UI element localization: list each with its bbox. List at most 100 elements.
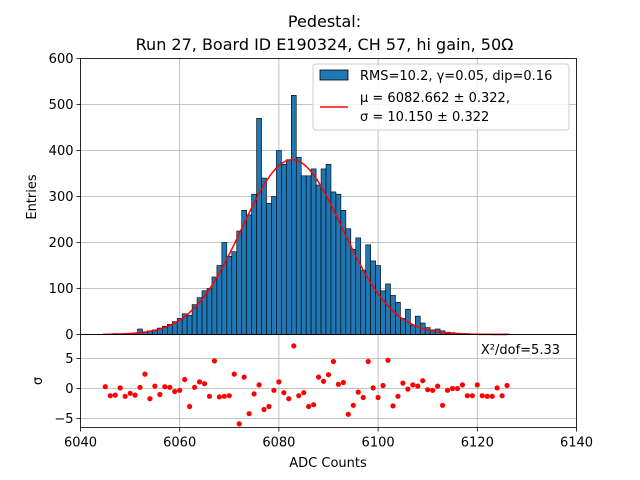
residual-frame: [80, 334, 577, 428]
residual-point: [330, 358, 337, 365]
histogram-bar: [375, 265, 381, 335]
residual-point: [301, 390, 307, 396]
histogram-bar: [206, 288, 213, 335]
histogram-y-tick-label: 500: [49, 98, 74, 113]
legend-fit-label-line2: σ = 10.150 ± 0.322: [360, 110, 489, 125]
legend-box: [312, 63, 570, 131]
legend-hist-label: RMS=10.2, γ=0.05, dip=0.16: [360, 69, 552, 84]
residual-point: [167, 384, 173, 390]
residual-point: [504, 382, 510, 389]
residual-point: [177, 387, 183, 393]
histogram-bar: [246, 214, 252, 335]
residual-point: [236, 421, 242, 427]
residual-point: [335, 381, 342, 387]
residual-point: [390, 403, 396, 409]
histogram-bar: [350, 249, 357, 335]
histogram-bar: [370, 260, 376, 335]
histogram-bar: [315, 184, 322, 335]
residual-point: [221, 393, 227, 399]
histogram-bar: [186, 314, 193, 335]
histogram-bar: [236, 230, 243, 335]
histogram-bar: [266, 203, 272, 335]
residual-point: [430, 387, 436, 393]
legend: RMS=10.2, γ=0.05, dip=0.16 μ = 6082.662 …: [312, 63, 570, 131]
histogram-bar: [365, 244, 371, 335]
histogram-bar: [395, 301, 401, 335]
histogram-bar: [290, 95, 297, 335]
residual-y-tick-label: 5: [65, 352, 73, 367]
histogram-bar: [221, 242, 228, 335]
histogram-bar: [241, 210, 247, 335]
residual-point: [395, 393, 401, 399]
residual-point: [201, 381, 208, 387]
histogram-bar: [286, 159, 292, 335]
residual-point: [261, 406, 267, 413]
residual-point: [152, 383, 158, 389]
histogram-y-ticks: 0 100 200 300 400 500 600: [49, 52, 81, 343]
residual-points: [102, 343, 510, 427]
residual-point: [469, 393, 475, 399]
residual-point: [454, 385, 461, 392]
histogram-bar: [271, 196, 277, 335]
residual-point: [271, 387, 277, 393]
residual-x-ticks: 6040 6060 6080 6100 6120 6140: [64, 427, 593, 451]
histogram-y-tick-label: 0: [65, 328, 73, 343]
residual-point: [365, 358, 371, 365]
residual-point: [375, 394, 381, 401]
residual-point: [320, 378, 327, 384]
histogram-bar: [355, 237, 362, 335]
residual-point: [162, 384, 168, 390]
residual-point: [311, 402, 317, 408]
residual-point: [360, 394, 366, 401]
residual-point: [127, 390, 133, 396]
histogram-y-tick-label: 200: [49, 236, 74, 251]
histogram-bars: [102, 95, 510, 335]
residual-point: [415, 383, 421, 389]
x-tick-label: 6040: [64, 436, 97, 451]
residual-point: [142, 371, 148, 377]
residual-point: [400, 380, 406, 386]
residual-point: [291, 343, 297, 349]
residual-point: [191, 384, 198, 390]
histogram-y-tick-label: 600: [49, 52, 74, 67]
residual-point: [137, 384, 143, 390]
histogram-bar: [276, 150, 282, 335]
histogram-bar: [410, 324, 416, 335]
x-tick-label: 6120: [461, 436, 494, 451]
residual-point: [420, 378, 426, 384]
histogram-bar: [261, 177, 267, 335]
residual-y-tick-label: −5: [54, 412, 73, 427]
residual-point: [216, 394, 222, 400]
residual-point: [132, 392, 138, 398]
histogram-bar: [295, 157, 302, 335]
residual-point: [251, 391, 257, 397]
residual-point: [112, 392, 118, 398]
residual-point: [459, 382, 466, 388]
histogram-bar: [360, 269, 366, 335]
residual-point: [479, 393, 485, 399]
histogram-bar: [251, 193, 257, 335]
residual-point: [355, 389, 361, 395]
residual-point: [370, 385, 376, 391]
residual-point: [182, 376, 188, 383]
residual-point: [435, 383, 441, 389]
residual-point: [256, 382, 262, 388]
histogram-bar: [281, 164, 287, 335]
residual-point: [276, 379, 282, 385]
residual-point: [102, 384, 108, 390]
residual-point: [449, 385, 456, 392]
residual-point: [187, 403, 193, 410]
residual-point: [439, 402, 446, 408]
residual-point: [117, 385, 123, 391]
residual-point: [231, 371, 237, 377]
residual-point: [286, 396, 292, 402]
x-tick-label: 6080: [262, 436, 295, 451]
histogram-bar: [226, 255, 233, 335]
residual-point: [241, 374, 247, 380]
histogram-panel: 0 100 200 300 400 500 600 Entries RMS=10.2, γ=…: [25, 52, 577, 343]
residual-point: [464, 393, 470, 399]
histogram-bar: [300, 175, 307, 335]
residual-point: [147, 396, 153, 402]
residual-point: [484, 393, 490, 399]
